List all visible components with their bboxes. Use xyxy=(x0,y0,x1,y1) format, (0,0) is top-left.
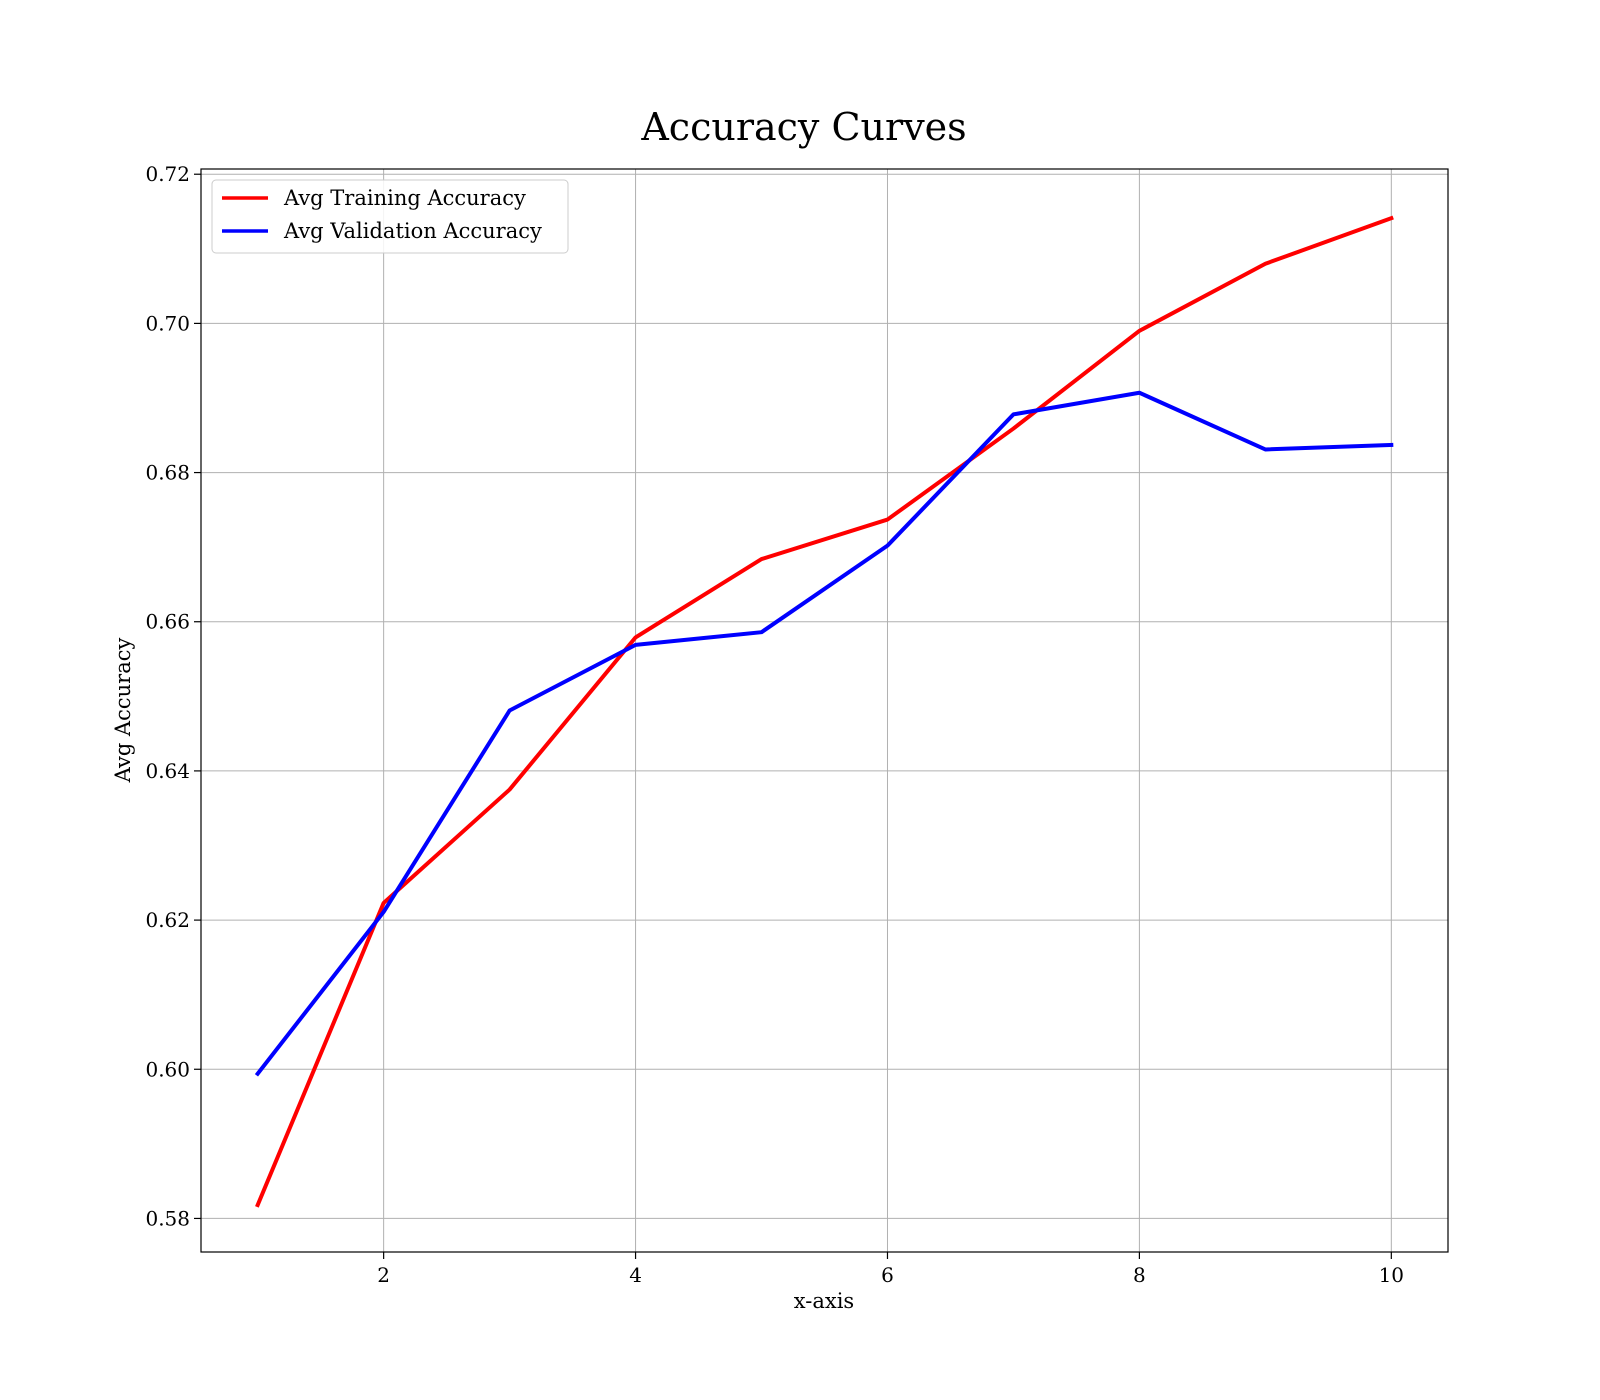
y-tick-label: 0.70 xyxy=(145,311,190,335)
chart-title: Accuracy Curves xyxy=(640,105,966,149)
y-tick-label: 0.72 xyxy=(145,162,190,186)
x-tick-label: 4 xyxy=(629,1263,642,1287)
plot-area-frame xyxy=(200,168,1449,1253)
x-axis-title: x-axis xyxy=(794,1289,854,1313)
y-tick-label: 0.58 xyxy=(145,1206,190,1230)
y-axis-title: Avg Accuracy xyxy=(111,638,135,784)
axis-ticks: 2 4 6 8 10 0.58 0.60 0.62 0.64 0.66 0.68 0.70 0.72 xyxy=(145,162,1404,1287)
series-line-training xyxy=(255,215,1394,1208)
y-tick-label: 0.68 xyxy=(145,461,190,485)
grid-lines xyxy=(201,169,1448,1252)
legend: Avg Training Accuracy Avg Validation Acc… xyxy=(211,179,569,254)
legend-box xyxy=(211,179,569,254)
x-tick-label: 10 xyxy=(1379,1263,1404,1287)
legend-label-validation: Avg Validation Accuracy xyxy=(283,219,542,243)
y-tick-label: 0.62 xyxy=(145,908,190,932)
x-tick-label: 2 xyxy=(377,1263,390,1287)
x-tick-label: 6 xyxy=(881,1263,894,1287)
y-tick-label: 0.60 xyxy=(145,1057,190,1081)
y-tick-label: 0.66 xyxy=(145,610,190,634)
legend-label-training: Avg Training Accuracy xyxy=(283,186,526,210)
x-tick-label: 8 xyxy=(1133,1263,1146,1287)
series-line-validation xyxy=(254,390,1394,1077)
y-tick-label: 0.64 xyxy=(145,759,190,783)
series-lines xyxy=(254,215,1394,1208)
